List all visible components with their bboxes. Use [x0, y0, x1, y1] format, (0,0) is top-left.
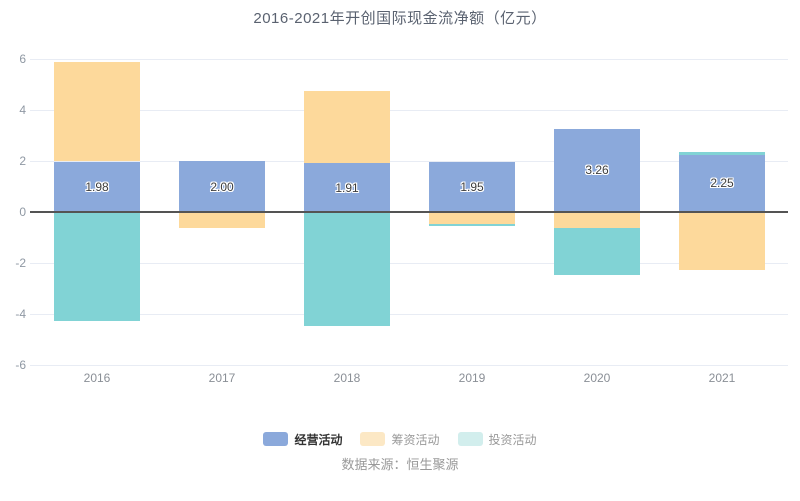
bar-operating-2017[interactable] — [179, 161, 265, 212]
x-axis-label-2016: 2016 — [83, 371, 111, 385]
x-axis-label-2020: 2020 — [583, 371, 611, 385]
data-source-note: 数据来源：恒生聚源 — [341, 457, 459, 472]
y-axis-tick-label: 4 — [19, 103, 26, 117]
bar-operating-2021[interactable] — [679, 154, 765, 212]
legend-label-investing: 投资活动 — [488, 432, 537, 447]
legend-label-financing: 筹资活动 — [391, 432, 440, 447]
bar-value-label-2019: 1.95 — [460, 180, 484, 195]
bar-financing-2020[interactable] — [554, 212, 640, 229]
bar-value-label-2020: 3.26 — [585, 163, 609, 178]
legend-item-operating[interactable]: 经营活动 — [263, 431, 342, 448]
legend-swatch-operating — [263, 432, 289, 446]
bar-value-label-2016: 1.98 — [85, 179, 109, 194]
y-gridline--6 — [30, 364, 788, 366]
legend-item-financing[interactable]: 筹资活动 — [360, 431, 440, 448]
bar-operating-2019[interactable] — [429, 162, 515, 212]
y-axis-tick-label: 0 — [19, 205, 26, 219]
y-axis-tick-label: -6 — [15, 358, 26, 372]
bar-financing-2018[interactable] — [304, 90, 390, 164]
chart-plot-area: -6 -4 -2 0 2 4 6 1.98 2016 2.00 2017 1.91 2018 1.95 20… — [15, 52, 788, 385]
bar-financing-2017[interactable] — [179, 212, 265, 229]
legend-swatch-investing — [457, 432, 483, 446]
bar-operating-2018[interactable] — [304, 163, 390, 212]
y-gridline-2 — [30, 160, 788, 162]
bar-value-label-2018: 1.91 — [335, 180, 359, 195]
zero-axis-line — [30, 211, 788, 213]
bar-investing-2018[interactable] — [304, 212, 390, 327]
chart-legend: 经营活动 筹资活动 投资活动 — [0, 430, 800, 448]
y-gridline-4 — [30, 109, 788, 111]
y-axis-tick-label: 2 — [19, 154, 26, 168]
y-gridline-6 — [30, 58, 788, 60]
bar-financing-2019[interactable] — [429, 212, 515, 225]
x-axis-label-2021: 2021 — [708, 371, 736, 385]
bar-investing-2021[interactable] — [679, 152, 765, 155]
bar-value-label-2021: 2.25 — [710, 176, 734, 191]
bar-financing-2021[interactable] — [679, 212, 765, 271]
legend-swatch-financing — [360, 432, 386, 446]
bar-financing-2016[interactable] — [54, 62, 140, 162]
chart-title: 2016-2021年开创国际现金流净额（亿元） — [253, 10, 547, 27]
bar-investing-2019[interactable] — [429, 224, 515, 226]
x-axis-label-2018: 2018 — [333, 371, 361, 385]
y-axis-tick-label: -4 — [15, 307, 26, 321]
y-gridline--2 — [30, 262, 788, 264]
y-axis-tick-label: 6 — [19, 52, 26, 66]
y-axis-tick-label: -2 — [15, 256, 26, 270]
bar-value-label-2017: 2.00 — [210, 179, 234, 194]
bar-investing-2016[interactable] — [54, 212, 140, 322]
bar-investing-2020[interactable] — [554, 228, 640, 276]
bar-operating-2016[interactable] — [54, 161, 140, 212]
bar-operating-2020[interactable] — [554, 128, 640, 212]
legend-label-operating: 经营活动 — [294, 432, 343, 447]
x-axis-label-2017: 2017 — [208, 371, 236, 385]
legend-item-investing[interactable]: 投资活动 — [457, 431, 537, 448]
x-axis-label-2019: 2019 — [458, 371, 486, 385]
y-gridline--4 — [30, 313, 788, 315]
